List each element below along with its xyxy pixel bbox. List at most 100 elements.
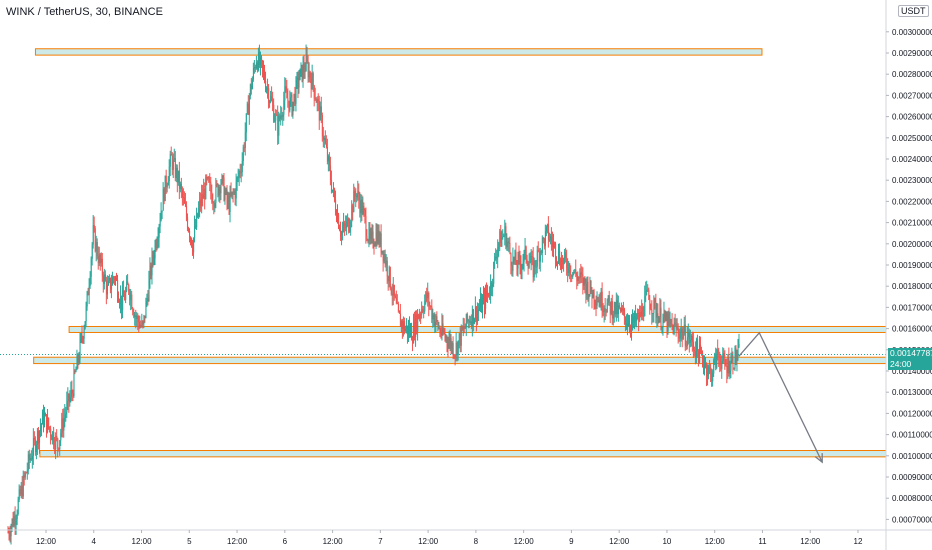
candle-body (394, 295, 396, 298)
candle-body (376, 232, 378, 244)
time-tick-label: 8 (474, 537, 479, 546)
candle-body (668, 314, 670, 321)
candle-body (461, 326, 463, 330)
candle-body (509, 242, 511, 254)
candle-body (287, 98, 289, 101)
candle-body (114, 278, 116, 280)
candle-body (57, 438, 59, 449)
candle-body (450, 338, 452, 349)
candle-body (441, 323, 443, 336)
candle-body (254, 67, 256, 69)
candle-body (285, 86, 287, 91)
candle-body (571, 274, 573, 277)
candle-body (138, 321, 140, 328)
candle-body (165, 175, 167, 188)
candle-body (167, 181, 169, 186)
candle-body (470, 321, 472, 327)
candle-body (275, 114, 277, 121)
candle-body (216, 183, 218, 185)
candle-body (479, 307, 481, 310)
candle-body (514, 252, 516, 261)
candle-body (688, 332, 690, 343)
candle-body (380, 233, 382, 253)
candle-body (288, 100, 290, 111)
candle-body (240, 172, 242, 174)
candle-body (174, 158, 176, 178)
candle-body (177, 170, 179, 183)
candle-body (369, 228, 371, 239)
candle-body (504, 226, 506, 236)
candle-body (374, 244, 376, 247)
time-tick-label: 12:00 (800, 537, 821, 546)
candle-body (661, 327, 663, 329)
candle-body (65, 412, 67, 415)
candle-body (535, 266, 537, 268)
candle-body (489, 295, 491, 297)
candle-body (15, 519, 17, 525)
candle-body (520, 264, 522, 270)
candle-body (25, 472, 27, 474)
candle-body (316, 99, 318, 103)
candle-body (318, 100, 320, 121)
time-axis[interactable]: 12:00 4 12:00 5 12:00 6 12:00 7 12:00 8 12:00 9 12:0… (0, 529, 932, 546)
price-axis[interactable]: 0.00070000 0.00080000 0.00090000 0.00100000… (885, 0, 932, 550)
candle-body (568, 263, 570, 273)
candle-body (730, 360, 732, 371)
candle-body (276, 114, 278, 116)
candle-body (624, 309, 626, 317)
candle-body (107, 285, 109, 295)
candle-body (220, 183, 222, 194)
candle-body (700, 344, 702, 352)
price-tick-label: 0.00270000 (892, 91, 932, 100)
currency-selector[interactable]: USDT (898, 5, 929, 17)
candle-body (54, 445, 56, 450)
candle-body (298, 79, 300, 88)
candle-body (501, 236, 503, 247)
candle-body (146, 298, 148, 302)
candle-body (60, 432, 62, 441)
candle-body (260, 56, 262, 66)
candle-body (94, 228, 96, 252)
candle-body (610, 301, 612, 314)
candle-body (412, 340, 414, 343)
candle-body (736, 356, 738, 362)
candle-body (68, 393, 70, 403)
candle-body (551, 236, 553, 242)
candle-body (696, 339, 698, 358)
candle-body (439, 328, 441, 334)
candle-body (362, 206, 364, 215)
candle-body (262, 60, 264, 69)
candle-body (638, 312, 640, 322)
projection-arrow (738, 331, 823, 464)
candle-body (549, 239, 551, 241)
candle-body (145, 301, 147, 319)
candle-body (552, 241, 554, 248)
candle-body (667, 314, 669, 332)
candle-body (195, 225, 197, 228)
candle-body (121, 295, 123, 311)
candle-body (110, 277, 112, 290)
candle-body (416, 314, 418, 332)
candle-body (183, 197, 185, 199)
price-tick-label: 0.00280000 (892, 70, 932, 79)
candle-body (522, 261, 524, 265)
candle-body (482, 300, 484, 313)
candle-body (553, 243, 555, 248)
candle-body (30, 458, 32, 460)
candle-body (538, 251, 540, 262)
candle-body (639, 311, 641, 322)
candle-body (491, 282, 493, 288)
candle-body (62, 418, 64, 431)
candle-body (299, 68, 301, 80)
candle-body (682, 333, 684, 339)
candle-body (127, 281, 129, 285)
candle-body (662, 317, 664, 328)
candle-body (557, 261, 559, 263)
candle-body (96, 242, 98, 257)
candle-body (673, 322, 675, 335)
candle-body (81, 334, 83, 338)
candle-body (684, 324, 686, 346)
candle-body (204, 189, 206, 200)
candle-body (243, 147, 245, 149)
